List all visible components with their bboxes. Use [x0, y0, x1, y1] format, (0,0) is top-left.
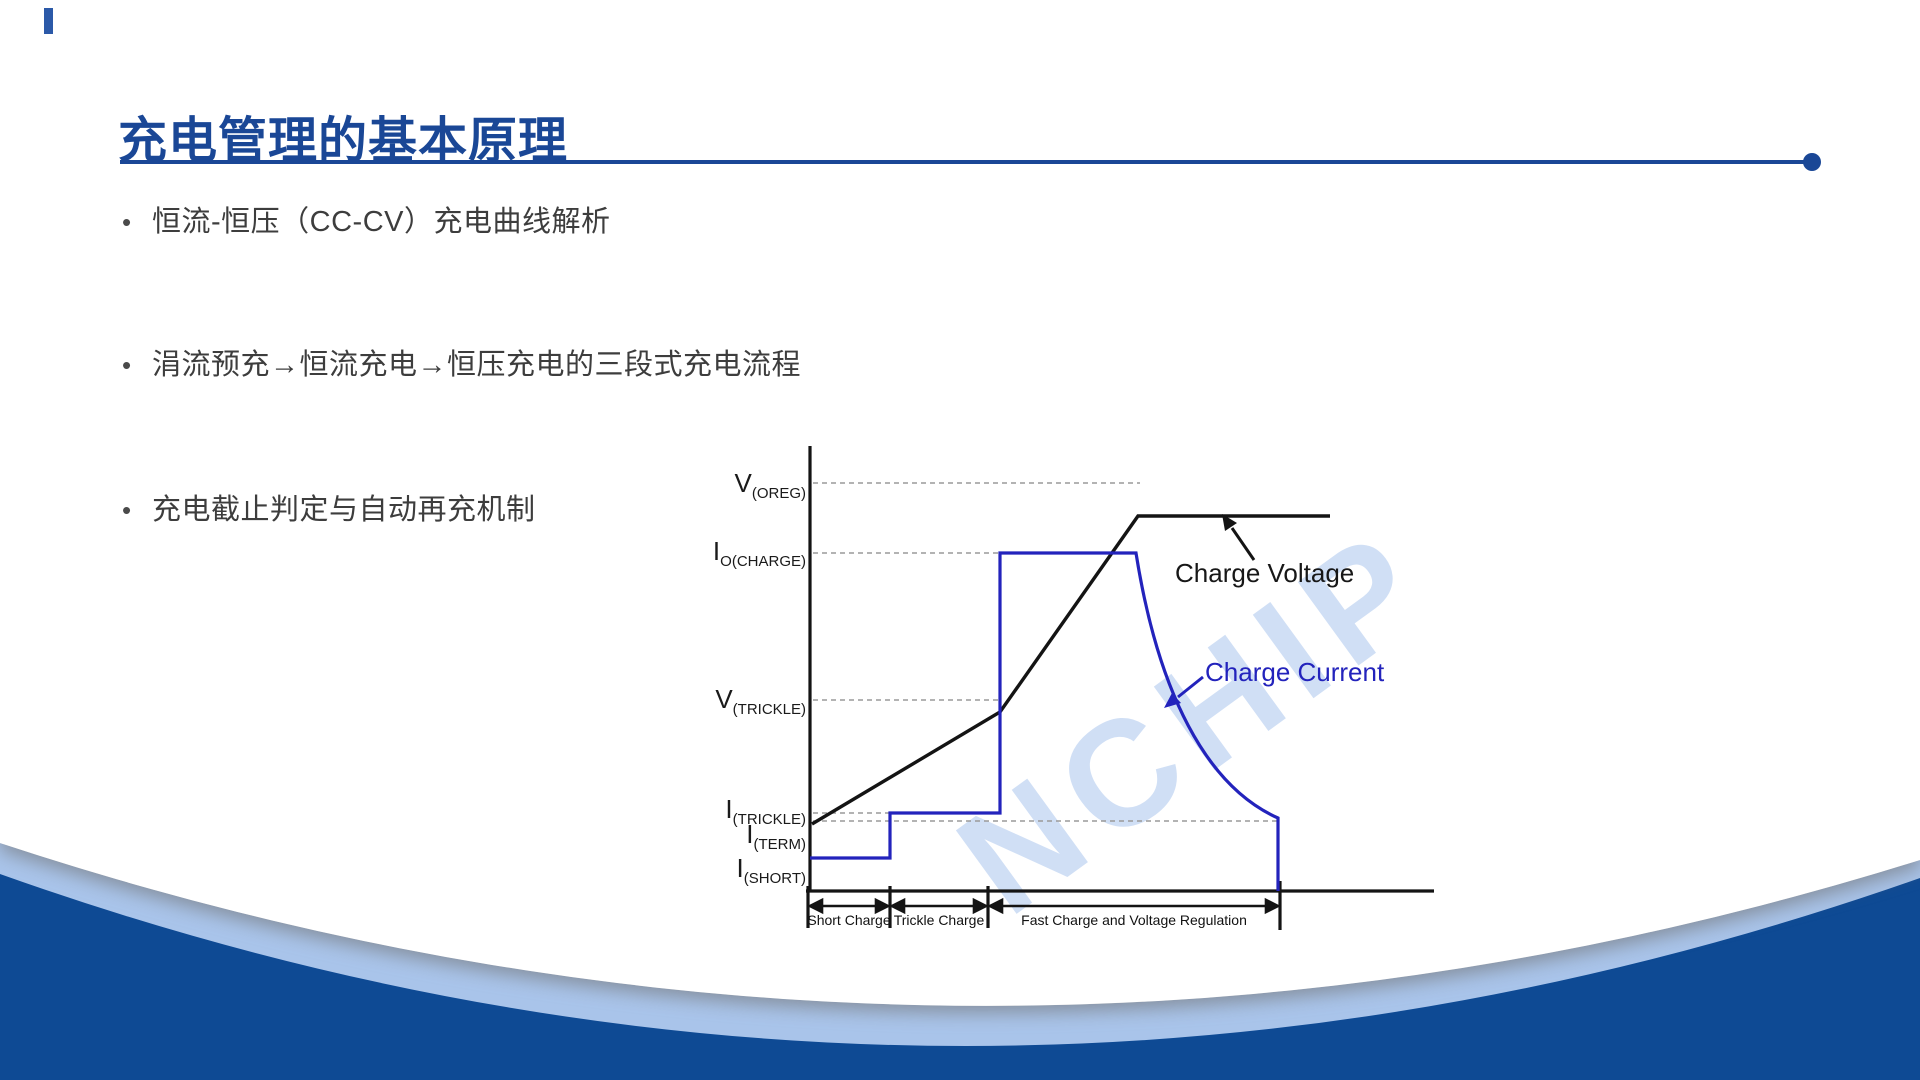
bullet-marker: •: [122, 207, 132, 237]
bullet-text: 恒流-恒压（CC-CV）充电曲线解析: [152, 206, 611, 238]
y-label-ishort: I(SHORT): [736, 853, 806, 887]
bullet-item-3: 充电截止判定与自动再充机制 • 充电截止判定与自动再充机制: [122, 492, 536, 528]
charge-current-label: Charge Current: [1205, 657, 1385, 687]
x-label-fast-charge: Fast Charge and Voltage Regulation: [1021, 912, 1247, 928]
bullet-text: 涓流预充→恒流充电→恒压充电的三段式充电流程: [152, 349, 802, 381]
charge-voltage-arrow: [1222, 514, 1256, 561]
title-underline: [120, 153, 1821, 171]
y-label-iterm: I(TERM): [746, 819, 806, 853]
title-underline-dot: [1803, 153, 1821, 171]
watermark-text: NCHIP: [928, 494, 1462, 946]
bullet-item-1: • 恒流-恒压（CC-CV）充电曲线解析: [122, 204, 611, 240]
bullet-item-2: • 涓流预充→恒流充电→恒压充电的三段式充电流程: [122, 347, 801, 383]
bullet-marker: •: [122, 495, 132, 525]
bullet-text: 充电截止判定与自动再充机制: [152, 494, 536, 526]
bullet-marker: •: [122, 350, 132, 380]
slide-edge-accent: [44, 8, 53, 34]
y-label-vtrickle: V(TRICKLE): [715, 684, 806, 718]
charge-voltage-label: Charge Voltage: [1175, 558, 1355, 588]
y-label-iocharge: IO(CHARGE): [712, 536, 806, 570]
y-label-voreg: V(OREG): [734, 468, 806, 502]
